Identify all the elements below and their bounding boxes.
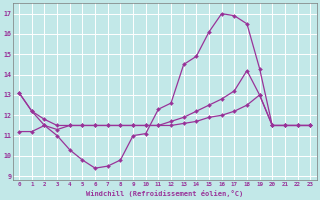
X-axis label: Windchill (Refroidissement éolien,°C): Windchill (Refroidissement éolien,°C) [86,190,243,197]
